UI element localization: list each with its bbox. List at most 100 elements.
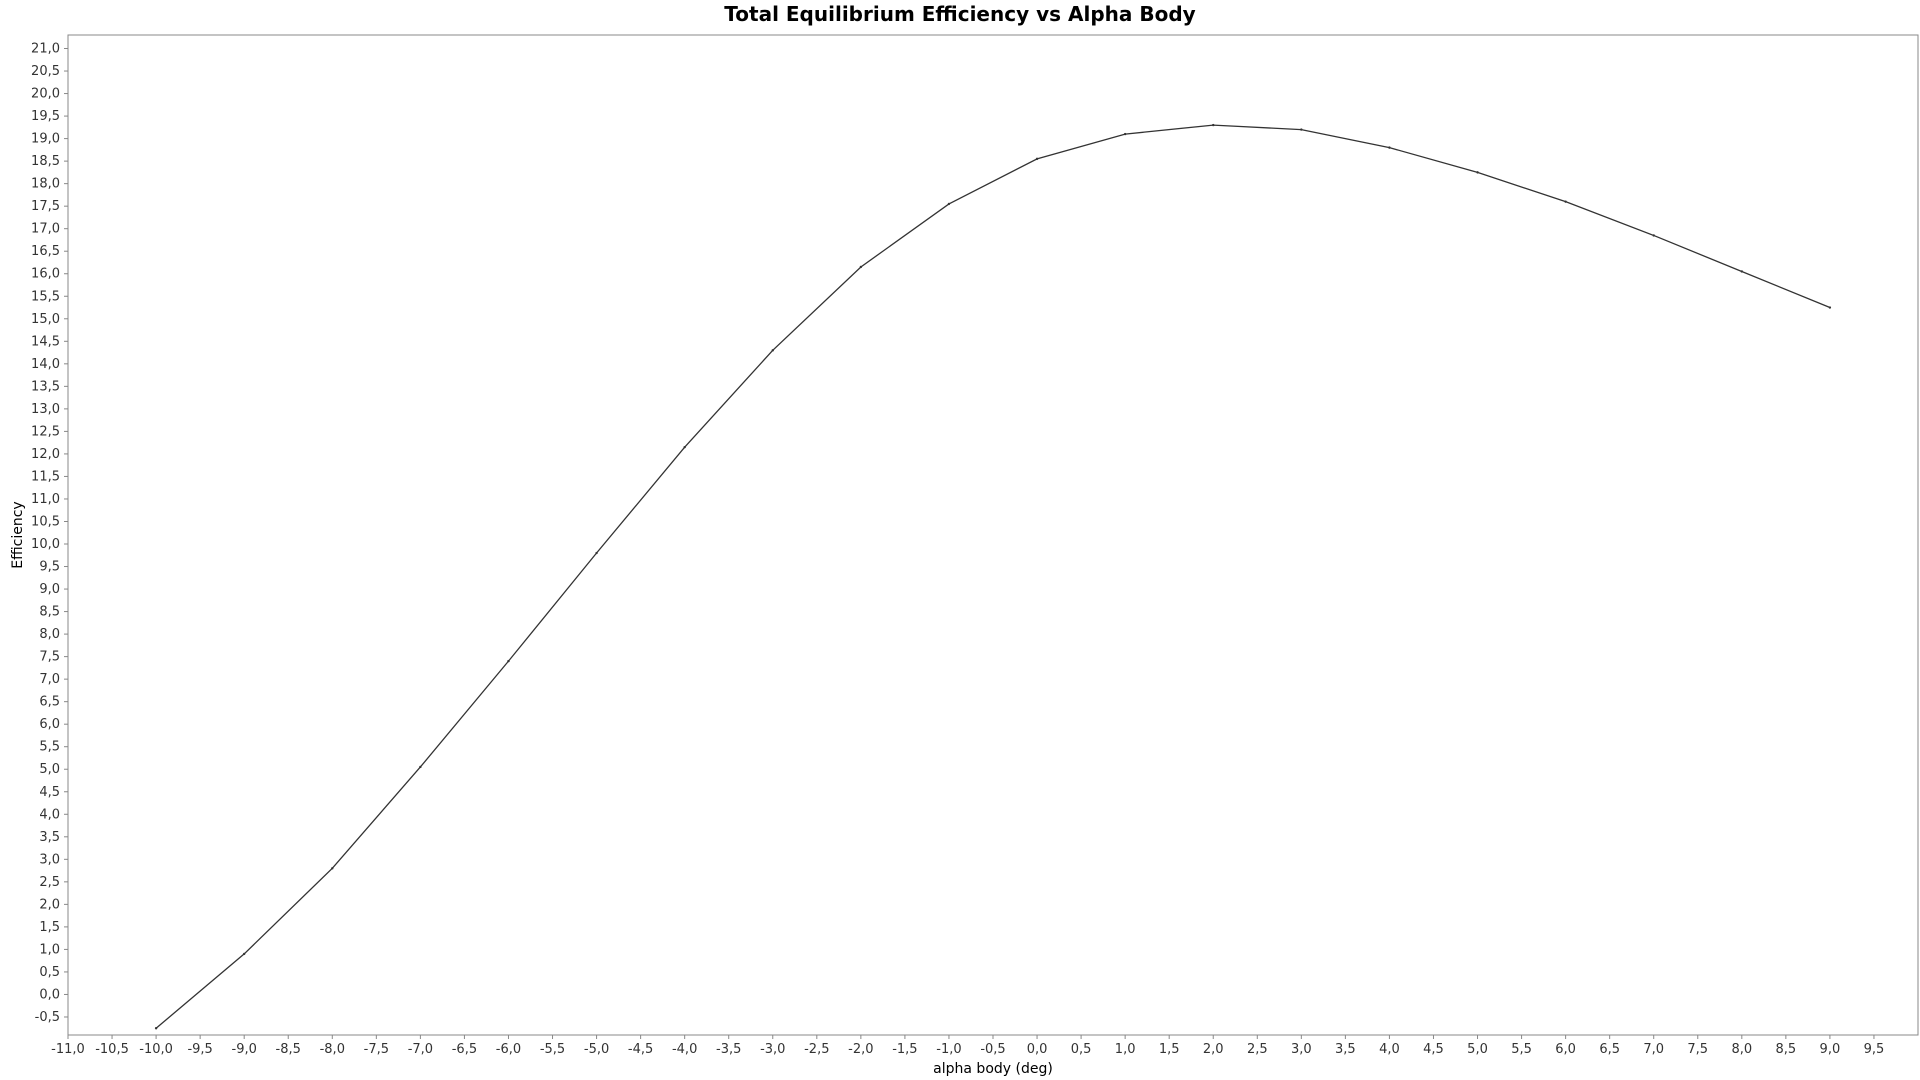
- y-tick-label: 5,0: [39, 762, 60, 777]
- y-tick-label: 20,0: [31, 87, 60, 102]
- y-tick-label: 0,0: [39, 987, 60, 1002]
- data-point: [771, 349, 774, 352]
- y-tick-label: 10,0: [31, 537, 60, 552]
- y-tick-label: 14,5: [31, 334, 60, 349]
- y-tick-label: 14,0: [31, 357, 60, 372]
- y-tick-label: 21,0: [31, 42, 60, 57]
- y-tick-label: 5,5: [39, 740, 60, 755]
- y-tick-label: 18,0: [31, 177, 60, 192]
- data-point: [331, 867, 334, 870]
- x-tick-label: -10,0: [139, 1042, 173, 1057]
- x-tick-label: -8,5: [276, 1042, 301, 1057]
- y-tick-label: 4,5: [39, 785, 60, 800]
- y-tick-label: 8,0: [39, 627, 60, 642]
- x-tick-label: 9,0: [1820, 1042, 1841, 1057]
- plot-area: [67, 34, 1919, 1036]
- x-tick-label: -6,5: [452, 1042, 477, 1057]
- data-point: [1476, 171, 1479, 174]
- data-point: [1828, 306, 1832, 309]
- y-tick-label: 13,5: [31, 379, 60, 394]
- y-tick-label: 16,0: [31, 267, 60, 282]
- series-layer: [154, 123, 1832, 1030]
- data-point: [1740, 270, 1744, 273]
- y-tick-label: 13,0: [31, 402, 60, 417]
- x-tick-label: -5,0: [584, 1042, 609, 1057]
- x-tick-label: -1,5: [892, 1042, 917, 1057]
- x-tick-label: -7,0: [408, 1042, 433, 1057]
- y-tick-label: 17,5: [31, 199, 60, 214]
- y-tick-label: 9,0: [39, 582, 60, 597]
- x-tick-label: 7,0: [1643, 1042, 1664, 1057]
- chart-title: Total Equilibrium Efficiency vs Alpha Bo…: [724, 2, 1196, 26]
- y-tick-label: 17,0: [31, 222, 60, 237]
- y-tick-label: 11,5: [31, 469, 60, 484]
- x-axis: -11,0 -10,5 -10,0 -9,5 -9,0 -8,5 -8,0 -7,5 -7,0 -…: [51, 1035, 1884, 1057]
- x-tick-label: 0,5: [1071, 1042, 1092, 1057]
- x-tick-label: 8,0: [1731, 1042, 1752, 1057]
- y-tick-label: 18,5: [31, 154, 60, 169]
- y-tick-label: 19,0: [31, 132, 60, 147]
- x-tick-label: 7,5: [1687, 1042, 1708, 1057]
- data-point: [859, 265, 863, 269]
- x-tick-label: -8,0: [320, 1042, 345, 1057]
- y-tick-label: 0,5: [39, 965, 60, 980]
- y-tick-label: 7,0: [39, 672, 60, 687]
- x-tick-label: 3,0: [1291, 1042, 1312, 1057]
- y-tick-label: 4,0: [39, 807, 60, 822]
- y-tick-label: 19,5: [31, 109, 60, 124]
- x-tick-label: -4,5: [628, 1042, 653, 1057]
- x-tick-label: 1,5: [1159, 1042, 1180, 1057]
- x-tick-label: -6,0: [496, 1042, 521, 1057]
- y-tick-label: 3,0: [39, 852, 60, 867]
- data-point: [1123, 132, 1127, 136]
- y-tick-label: 16,5: [31, 244, 60, 259]
- data-point: [419, 765, 422, 769]
- data-point: [947, 202, 951, 206]
- data-point: [507, 659, 510, 663]
- x-tick-label: 6,5: [1599, 1042, 1620, 1057]
- x-tick-label: -3,5: [716, 1042, 741, 1057]
- x-tick-label: -1,0: [936, 1042, 961, 1057]
- x-tick-label: -5,5: [540, 1042, 565, 1057]
- y-tick-label: 1,0: [39, 942, 60, 957]
- data-point: [683, 445, 686, 449]
- y-tick-label: 1,5: [39, 920, 60, 935]
- y-tick-label: -0,5: [35, 1010, 60, 1025]
- x-tick-label: 9,5: [1864, 1042, 1885, 1057]
- data-point: [154, 1027, 158, 1030]
- data-point: [1388, 146, 1391, 149]
- y-axis-label: Efficiency: [10, 501, 26, 568]
- y-tick-label: 6,5: [39, 695, 60, 710]
- x-tick-label: 0,0: [1027, 1042, 1048, 1057]
- x-tick-label: -9,5: [187, 1042, 212, 1057]
- x-tick-label: -9,0: [232, 1042, 257, 1057]
- x-axis-label: alpha body (deg): [933, 1061, 1053, 1077]
- y-tick-label: 12,0: [31, 447, 60, 462]
- x-tick-label: -11,0: [51, 1042, 85, 1057]
- data-point: [595, 551, 598, 555]
- x-tick-label: -2,5: [804, 1042, 829, 1057]
- y-axis: -0,5 0,0 0,5 1,0 1,5 2,0 2,5 3,0 3,5 4,0 4,5 5,0 5,5…: [31, 42, 68, 1025]
- x-tick-label: 2,0: [1203, 1042, 1224, 1057]
- y-tick-label: 8,5: [39, 605, 60, 620]
- x-tick-label: -10,5: [95, 1042, 129, 1057]
- y-tick-label: 2,5: [39, 875, 60, 890]
- y-tick-label: 11,0: [31, 492, 60, 507]
- x-tick-label: 3,5: [1335, 1042, 1356, 1057]
- x-tick-label: 5,5: [1511, 1042, 1532, 1057]
- x-tick-label: 2,5: [1247, 1042, 1268, 1057]
- data-point: [1564, 200, 1567, 203]
- y-tick-label: 6,0: [39, 717, 60, 732]
- y-tick-label: 7,5: [39, 650, 60, 665]
- y-tick-label: 2,0: [39, 897, 60, 912]
- x-tick-label: -0,5: [980, 1042, 1005, 1057]
- y-tick-label: 15,0: [31, 312, 60, 327]
- x-tick-label: 4,5: [1423, 1042, 1444, 1057]
- y-tick-label: 20,5: [31, 64, 60, 79]
- data-point: [242, 952, 246, 956]
- y-tick-label: 3,5: [39, 830, 60, 845]
- data-point: [1035, 157, 1039, 161]
- data-point: [1652, 234, 1655, 237]
- y-tick-label: 9,5: [39, 560, 60, 575]
